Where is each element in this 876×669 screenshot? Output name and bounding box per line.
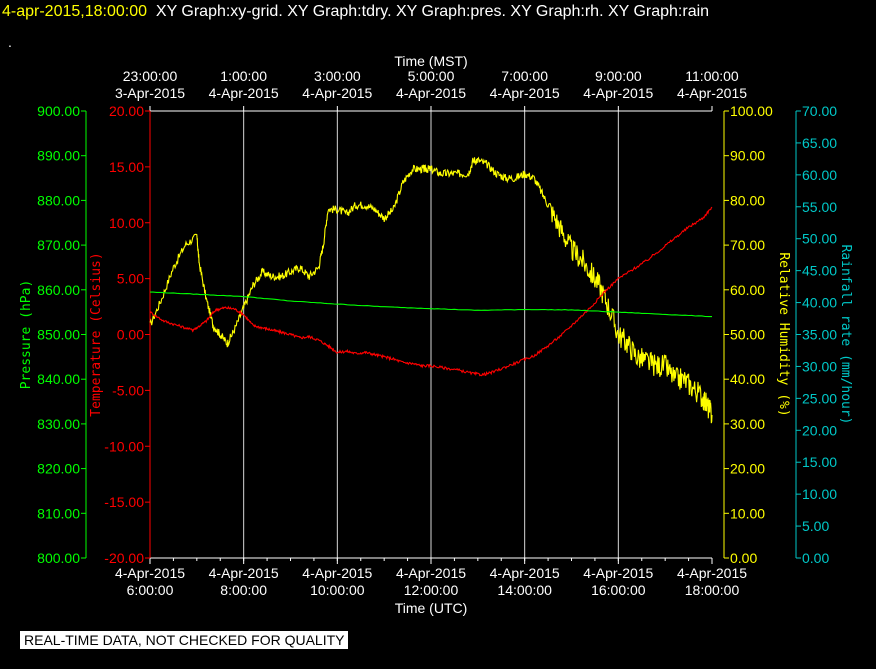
humidity-tick-label: 30.00 xyxy=(730,416,765,432)
axis-labels: 4-Apr-20156:00:0023:00:003-Apr-20154-Apr… xyxy=(19,53,853,616)
header-dot: . xyxy=(8,34,12,50)
rain-tick-label: 65.00 xyxy=(802,135,837,151)
humidity-tick-label: 0.00 xyxy=(730,550,757,566)
header-timestamp: 4-apr-2015,18:00:00 xyxy=(2,3,147,20)
x-tick-time: 14:00:00 xyxy=(497,582,552,598)
temperature-tick-label: -10.00 xyxy=(104,438,144,454)
series-lines xyxy=(149,156,713,424)
x-tick-time: 10:00:00 xyxy=(310,582,365,598)
pressure-tick-label: 830.00 xyxy=(37,416,80,432)
x-top-tick-date: 4-Apr-2015 xyxy=(302,85,372,101)
temperature-tick-label: -15.00 xyxy=(104,494,144,510)
x-tick-time: 8:00:00 xyxy=(220,582,267,598)
quality-notice: REAL-TIME DATA, NOT CHECKED FOR QUALITY xyxy=(20,631,349,649)
x-tick-time: 16:00:00 xyxy=(591,582,646,598)
x-tick-time: 12:00:00 xyxy=(404,582,459,598)
axes: 900.00 890.00 880.00 870.00 860.00 850.00 840.… xyxy=(37,103,837,566)
x-tick-date: 4-Apr-2015 xyxy=(302,565,372,581)
humidity-tick-label: 90.00 xyxy=(730,148,765,164)
rain-tick-label: 5.00 xyxy=(802,518,829,534)
pressure-tick-label: 860.00 xyxy=(37,282,80,298)
pressure-tick-label: 820.00 xyxy=(37,461,80,477)
x-top-tick-time: 23:00:00 xyxy=(123,68,178,84)
series-humidity xyxy=(149,156,713,424)
pressure-tick-label: 890.00 xyxy=(37,148,80,164)
temperature-axis-label: Temperature (Celsius) xyxy=(89,252,104,416)
humidity-tick-label: 100.00 xyxy=(730,103,773,119)
pressure-axis-label: Pressure (hPa) xyxy=(19,280,34,390)
temperature-tick-label: 0.00 xyxy=(117,327,144,343)
temperature-tick-label: -5.00 xyxy=(112,382,144,398)
x-top-tick-date: 4-Apr-2015 xyxy=(583,85,653,101)
grid-lines xyxy=(243,111,619,558)
rain-tick-label: 15.00 xyxy=(802,454,837,470)
rain-tick-label: 0.00 xyxy=(802,550,829,566)
x-tick-date: 4-Apr-2015 xyxy=(583,565,653,581)
humidity-tick-label: 40.00 xyxy=(730,371,765,387)
pressure-tick-label: 800.00 xyxy=(37,550,80,566)
rain-tick-label: 10.00 xyxy=(802,486,837,502)
x-top-tick-date: 4-Apr-2015 xyxy=(677,85,747,101)
series-pressure xyxy=(150,291,712,318)
x-top-tick-time: 1:00:00 xyxy=(220,68,267,84)
x-bottom-label: Time (UTC) xyxy=(395,600,468,616)
pressure-tick-label: 900.00 xyxy=(37,103,80,119)
rain-tick-label: 70.00 xyxy=(802,103,837,119)
humidity-tick-label: 20.00 xyxy=(730,461,765,477)
graph-header: 4-apr-2015,18:00:00 XY Graph:xy-grid. XY… xyxy=(2,3,709,21)
rain-tick-label: 50.00 xyxy=(802,231,837,247)
humidity-tick-label: 80.00 xyxy=(730,192,765,208)
rain-tick-label: 60.00 xyxy=(802,167,837,183)
x-top-tick-time: 5:00:00 xyxy=(408,68,455,84)
humidity-tick-label: 70.00 xyxy=(730,237,765,253)
x-tick-date: 4-Apr-2015 xyxy=(115,565,185,581)
x-tick-time: 18:00:00 xyxy=(685,582,740,598)
rain-tick-label: 25.00 xyxy=(802,390,837,406)
x-top-tick-date: 4-Apr-2015 xyxy=(396,85,466,101)
temperature-tick-label: 20.00 xyxy=(109,103,144,119)
rain-axis-label: Rainfall rate (mm/hour) xyxy=(838,244,853,424)
pressure-tick-label: 840.00 xyxy=(37,371,80,387)
x-tick-date: 4-Apr-2015 xyxy=(209,565,279,581)
x-top-tick-time: 9:00:00 xyxy=(595,68,642,84)
temperature-tick-label: 5.00 xyxy=(117,271,144,287)
x-tick-date: 4-Apr-2015 xyxy=(490,565,560,581)
pressure-tick-label: 810.00 xyxy=(37,505,80,521)
rain-tick-label: 55.00 xyxy=(802,199,837,215)
rain-tick-label: 35.00 xyxy=(802,327,837,343)
humidity-axis-label: Relative Humidity (%) xyxy=(776,252,791,416)
x-top-tick-time: 11:00:00 xyxy=(685,68,739,84)
rain-tick-label: 40.00 xyxy=(802,295,837,311)
header-graph-list: XY Graph:xy-grid. XY Graph:tdry. XY Grap… xyxy=(155,3,710,20)
rain-tick-label: 45.00 xyxy=(802,263,837,279)
humidity-tick-label: 10.00 xyxy=(730,505,765,521)
x-tick-time: 6:00:00 xyxy=(127,582,174,598)
rain-tick-label: 30.00 xyxy=(802,358,837,374)
series-temperature xyxy=(149,206,713,377)
humidity-tick-label: 60.00 xyxy=(730,282,765,298)
temperature-tick-label: -20.00 xyxy=(104,550,144,566)
pressure-tick-label: 850.00 xyxy=(37,327,80,343)
x-top-tick-date: 4-Apr-2015 xyxy=(490,85,560,101)
x-tick-date: 4-Apr-2015 xyxy=(396,565,466,581)
humidity-tick-label: 50.00 xyxy=(730,327,765,343)
temperature-tick-label: 15.00 xyxy=(109,159,144,175)
x-top-tick-time: 7:00:00 xyxy=(501,68,548,84)
x-top-label: Time (MST) xyxy=(394,53,467,69)
pressure-tick-label: 870.00 xyxy=(37,237,80,253)
temperature-tick-label: 10.00 xyxy=(109,215,144,231)
rain-tick-label: 20.00 xyxy=(802,422,837,438)
x-tick-date: 4-Apr-2015 xyxy=(677,565,747,581)
pressure-tick-label: 880.00 xyxy=(37,192,80,208)
x-top-tick-date: 3-Apr-2015 xyxy=(115,85,185,101)
x-top-tick-date: 4-Apr-2015 xyxy=(209,85,279,101)
x-top-tick-time: 3:00:00 xyxy=(314,68,361,84)
